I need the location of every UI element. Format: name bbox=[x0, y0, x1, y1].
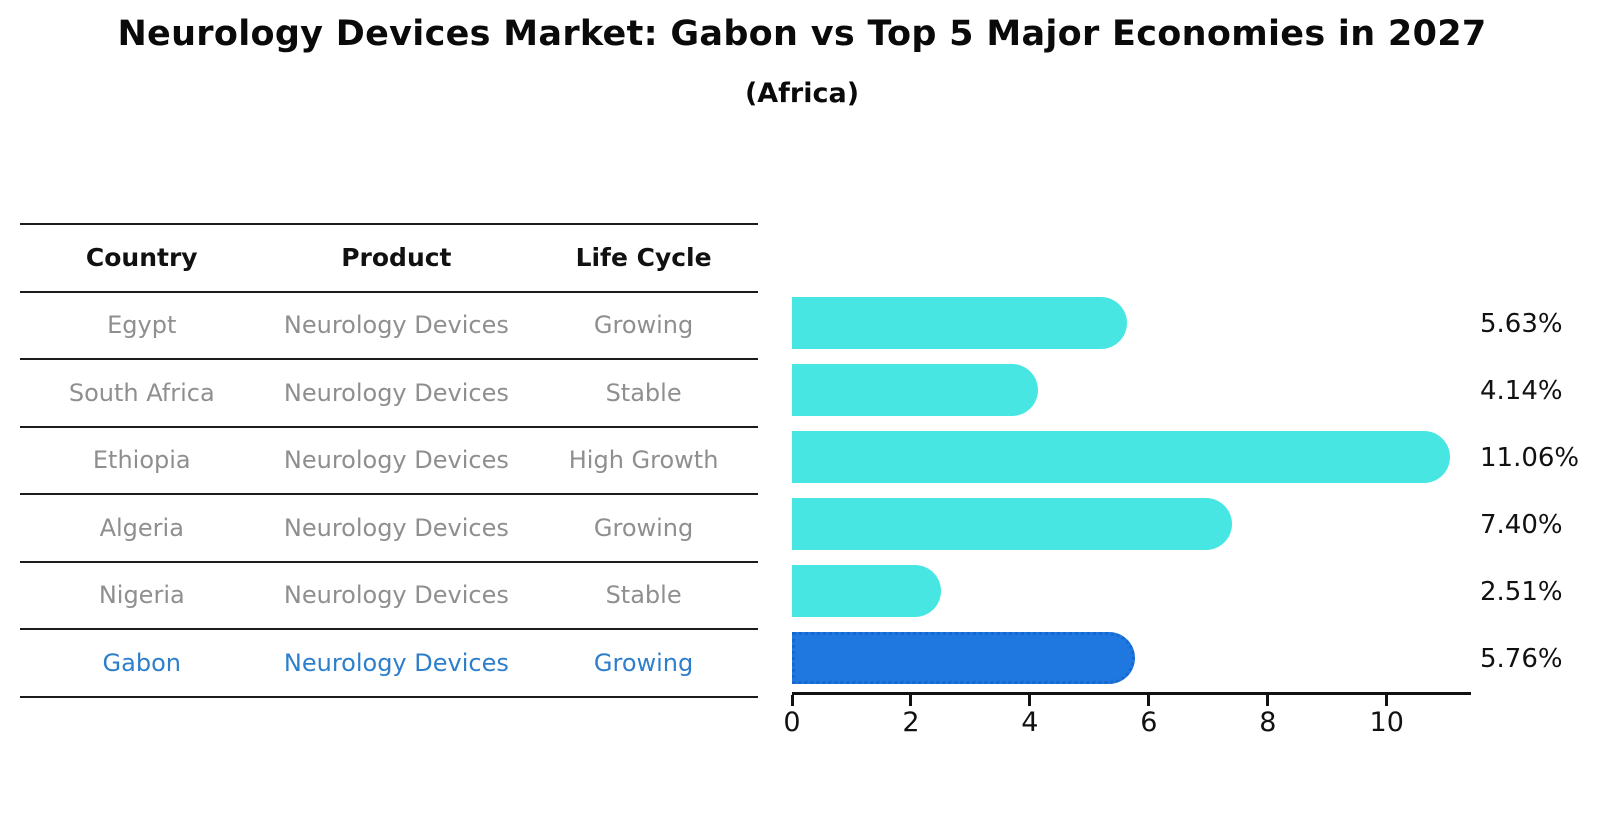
value-label: 11.06% bbox=[1480, 442, 1580, 473]
bar-row bbox=[792, 491, 1470, 558]
x-tick-label: 0 bbox=[783, 707, 801, 738]
value-label-column: 5.63% 4.14% 11.06% 7.40% 2.51% 5.76% bbox=[1480, 290, 1579, 692]
x-tick-mark bbox=[909, 695, 913, 706]
table-header-product: Product bbox=[341, 243, 452, 273]
value-label-row: 11.06% bbox=[1480, 424, 1579, 491]
table-row: Nigeria Neurology Devices Stable bbox=[20, 563, 758, 630]
x-tick-label: 4 bbox=[1021, 707, 1039, 738]
value-label: 5.63% bbox=[1480, 308, 1563, 339]
x-tick-label: 10 bbox=[1369, 707, 1404, 738]
bar-row bbox=[792, 424, 1470, 491]
table-row: Algeria Neurology Devices Growing bbox=[20, 495, 758, 563]
bar-row bbox=[792, 290, 1470, 357]
table-cell-product: Neurology Devices bbox=[283, 446, 509, 475]
table-cell-life-cycle: Growing bbox=[593, 513, 694, 542]
table-row: South Africa Neurology Devices Stable bbox=[20, 360, 758, 428]
table-cell-country: Gabon bbox=[102, 648, 181, 677]
bar-row bbox=[792, 357, 1470, 424]
table-cell-country: Algeria bbox=[99, 513, 184, 542]
x-tick-label: 8 bbox=[1259, 707, 1277, 738]
x-tick-mark bbox=[790, 695, 794, 706]
bar-egypt bbox=[792, 297, 1127, 349]
x-tick-mark bbox=[1385, 695, 1389, 706]
table-cell-life-cycle: Growing bbox=[593, 311, 694, 340]
table-cell-country: Ethiopia bbox=[92, 446, 191, 475]
x-tick-label: 6 bbox=[1140, 707, 1158, 738]
table-cell-product: Neurology Devices bbox=[283, 581, 509, 610]
value-label: 2.51% bbox=[1480, 576, 1563, 607]
x-axis-line bbox=[792, 692, 1471, 695]
chart-subtitle: (Africa) bbox=[744, 78, 860, 109]
table-header-life-cycle: Life Cycle bbox=[575, 243, 712, 273]
bar-ethiopia bbox=[792, 431, 1450, 483]
value-label: 7.40% bbox=[1480, 509, 1563, 540]
table-cell-life-cycle: Stable bbox=[605, 581, 682, 610]
bar-nigeria bbox=[792, 565, 942, 617]
bar-row bbox=[792, 625, 1470, 692]
table-cell-country: Nigeria bbox=[98, 581, 185, 610]
bar-chart-plot-area bbox=[792, 290, 1470, 692]
table-cell-life-cycle: Growing bbox=[593, 648, 694, 677]
table-cell-product: Neurology Devices bbox=[283, 311, 509, 340]
value-label-row: 4.14% bbox=[1480, 357, 1579, 424]
table-cell-product: Neurology Devices bbox=[283, 513, 509, 542]
value-label: 4.14% bbox=[1480, 375, 1563, 406]
table-header-row: Country Product Life Cycle bbox=[20, 225, 758, 293]
table-row: Gabon Neurology Devices Growing bbox=[20, 630, 758, 698]
table-row: Ethiopia Neurology Devices High Growth bbox=[20, 428, 758, 495]
chart-title: Neurology Devices Market: Gabon vs Top 5… bbox=[117, 14, 1487, 54]
value-label-row: 2.51% bbox=[1480, 558, 1579, 625]
value-label-row: 7.40% bbox=[1480, 491, 1579, 558]
table-cell-country: Egypt bbox=[107, 311, 177, 340]
table-row: Egypt Neurology Devices Growing bbox=[20, 293, 758, 360]
x-tick-mark bbox=[1266, 695, 1270, 706]
x-tick-label: 2 bbox=[902, 707, 920, 738]
table-header-country: Country bbox=[85, 243, 198, 273]
value-label: 5.76% bbox=[1480, 643, 1563, 674]
x-tick-mark bbox=[1028, 695, 1032, 706]
table-cell-life-cycle: Stable bbox=[605, 378, 682, 407]
table-cell-life-cycle: High Growth bbox=[568, 446, 719, 475]
table-cell-product: Neurology Devices bbox=[283, 648, 509, 677]
bar-row bbox=[792, 558, 1470, 625]
table-cell-country: South Africa bbox=[68, 378, 215, 407]
value-label-row: 5.63% bbox=[1480, 290, 1579, 357]
bar-algeria bbox=[792, 498, 1233, 550]
table-cell-product: Neurology Devices bbox=[283, 378, 509, 407]
bar-south-africa bbox=[792, 364, 1039, 416]
data-table: Country Product Life Cycle Egypt Neurolog… bbox=[20, 223, 758, 698]
value-label-row: 5.76% bbox=[1480, 625, 1579, 692]
x-tick-mark bbox=[1147, 695, 1151, 706]
bar-highlight-gabon bbox=[792, 632, 1135, 684]
